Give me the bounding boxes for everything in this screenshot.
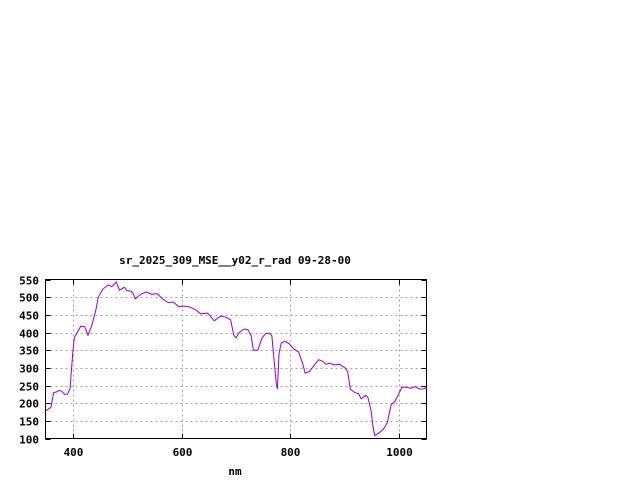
y-tick-label: 550	[19, 275, 39, 288]
grid	[45, 279, 427, 439]
y-tick-label: 200	[19, 398, 39, 411]
y-tick-label: 350	[19, 345, 39, 358]
chart-title: sr_2025_309_MSE__y02_r_rad 09-28-00	[119, 254, 351, 267]
y-tick-label: 150	[19, 416, 39, 429]
x-tick-label: 800	[281, 446, 301, 459]
series-line	[45, 281, 427, 437]
y-tick-label: 400	[19, 328, 39, 341]
y-tick-label: 100	[19, 434, 39, 447]
y-tick-label: 250	[19, 381, 39, 394]
y-tick-label: 500	[19, 292, 39, 305]
axis-ticks: 100 150 200 250 300 350 400 450 500 550 400 600 800 1…	[19, 275, 427, 459]
y-tick-label: 300	[19, 363, 39, 376]
x-tick-label: 600	[173, 446, 193, 459]
x-axis-label: nm	[228, 465, 242, 478]
plot-border	[45, 279, 427, 439]
y-tick-label: 450	[19, 310, 39, 323]
x-tick-label: 400	[64, 446, 84, 459]
x-tick-label: 1000	[386, 446, 413, 459]
